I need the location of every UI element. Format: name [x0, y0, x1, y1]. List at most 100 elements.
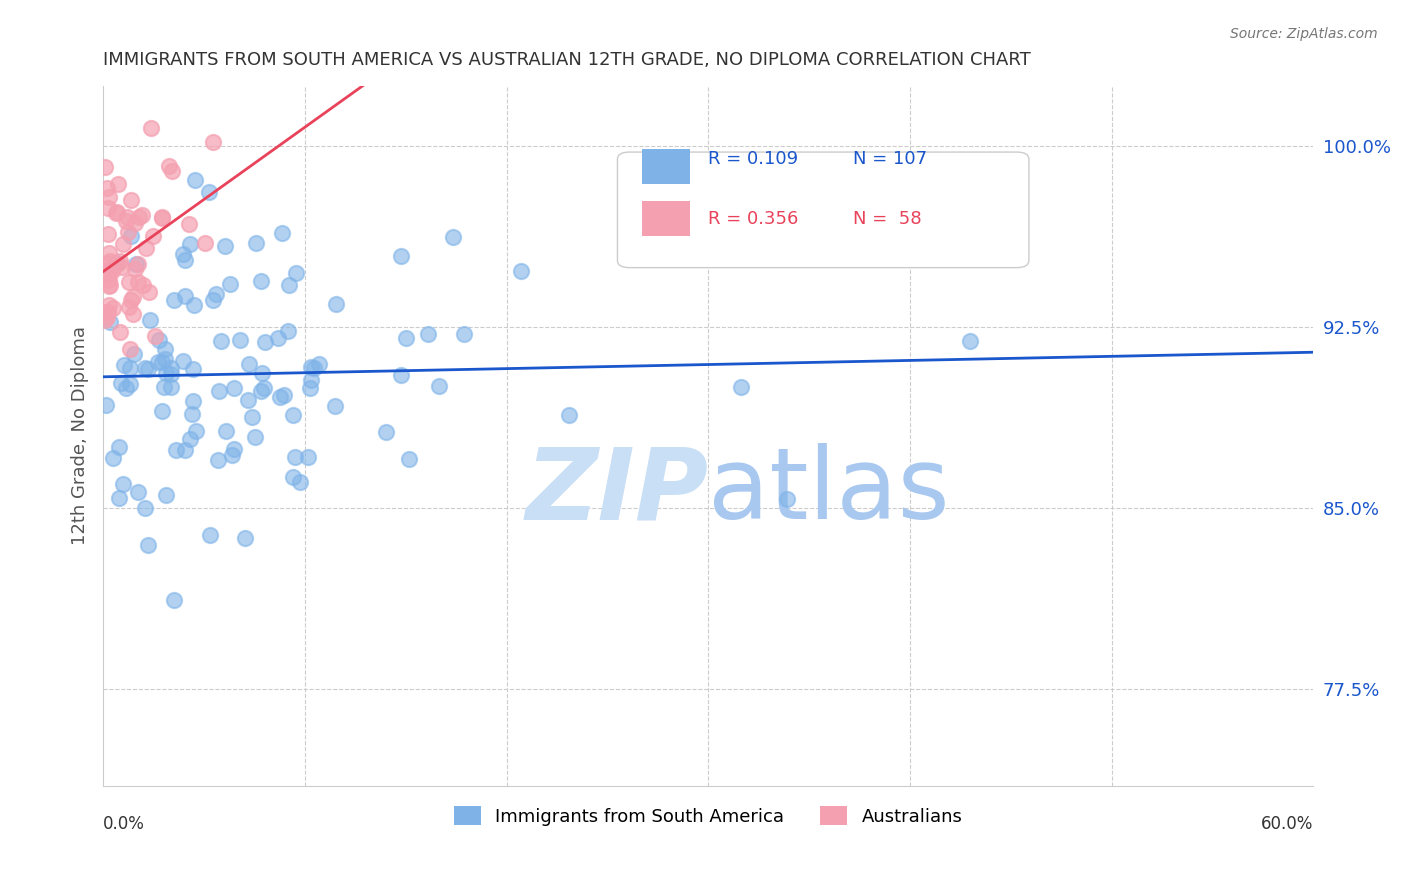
blue [150, 404, 173, 418]
pink [110, 254, 132, 268]
pink [141, 121, 163, 136]
blue [174, 252, 197, 267]
pink [135, 241, 157, 255]
pink [94, 312, 117, 326]
blue [184, 173, 207, 187]
blue [153, 352, 176, 367]
blue [250, 274, 273, 288]
blue [148, 334, 170, 348]
blue [394, 330, 416, 344]
pink [143, 329, 166, 343]
pink [115, 211, 138, 225]
pink [96, 181, 118, 195]
pink [97, 227, 120, 241]
pink [127, 275, 149, 289]
blue [105, 256, 128, 270]
blue [253, 381, 276, 395]
blue [198, 528, 221, 542]
blue [374, 425, 396, 439]
blue [288, 475, 311, 489]
blue [325, 297, 347, 311]
pink [100, 261, 122, 276]
blue [201, 293, 224, 308]
blue [165, 443, 187, 458]
Bar [641, 149, 690, 184]
blue [270, 226, 292, 240]
pink [97, 267, 120, 281]
blue [214, 239, 236, 253]
blue [118, 377, 141, 392]
blue [240, 409, 263, 424]
blue [122, 347, 145, 361]
pink [96, 202, 118, 216]
blue [124, 257, 146, 271]
blue [254, 335, 277, 350]
blue [134, 361, 156, 376]
blue [163, 593, 186, 607]
pink [150, 210, 173, 224]
blue [186, 424, 208, 438]
blue [174, 442, 197, 457]
pink [105, 205, 128, 219]
blue [267, 331, 290, 345]
blue [134, 500, 156, 515]
pink [138, 285, 160, 299]
blue [163, 293, 186, 307]
pink [115, 214, 138, 228]
pink [94, 264, 117, 278]
blue [198, 185, 221, 199]
blue [160, 367, 183, 381]
Y-axis label: 12th Grade, No Diploma: 12th Grade, No Diploma [72, 326, 89, 545]
blue [427, 379, 450, 393]
pink [111, 236, 134, 251]
pink [96, 305, 118, 319]
Text: 0.0%: 0.0% [103, 815, 145, 833]
pink [111, 260, 134, 274]
blue [107, 491, 129, 505]
blue [299, 372, 322, 386]
pink [100, 277, 122, 292]
blue [94, 398, 117, 412]
Text: IMMIGRANTS FROM SOUTH AMERICA VS AUSTRALIAN 12TH GRADE, NO DIPLOMA CORRELATION C: IMMIGRANTS FROM SOUTH AMERICA VS AUSTRAL… [103, 51, 1031, 69]
pink [98, 189, 121, 203]
pink [98, 254, 121, 268]
blue [136, 362, 159, 376]
blue [453, 326, 475, 341]
Text: N = 107: N = 107 [853, 150, 928, 168]
blue [155, 488, 177, 502]
Text: 60.0%: 60.0% [1261, 815, 1313, 833]
blue [416, 326, 439, 341]
Text: atlas: atlas [709, 443, 950, 541]
Text: Source: ZipAtlas.com: Source: ZipAtlas.com [1230, 27, 1378, 41]
pink [124, 262, 146, 277]
blue [959, 334, 981, 348]
pink [105, 257, 128, 271]
pink [105, 206, 128, 220]
blue [179, 237, 201, 252]
blue [118, 360, 141, 375]
blue [180, 407, 202, 421]
blue [221, 448, 243, 462]
blue [160, 360, 183, 375]
pink [120, 293, 142, 307]
blue [273, 388, 295, 402]
blue [208, 384, 231, 398]
blue [224, 381, 246, 395]
blue [160, 380, 183, 394]
blue [146, 355, 169, 369]
blue [730, 380, 752, 394]
blue [389, 368, 412, 383]
pink [131, 278, 153, 293]
blue [298, 381, 321, 395]
blue [207, 453, 229, 467]
blue [250, 384, 273, 399]
Legend: Immigrants from South America, Australians: Immigrants from South America, Australia… [447, 799, 970, 833]
blue [181, 393, 204, 408]
Text: R = 0.356: R = 0.356 [709, 210, 799, 227]
blue [179, 432, 201, 446]
blue [127, 484, 149, 499]
blue [281, 409, 304, 423]
pink [179, 217, 201, 231]
blue [302, 360, 325, 375]
pink [94, 160, 117, 174]
